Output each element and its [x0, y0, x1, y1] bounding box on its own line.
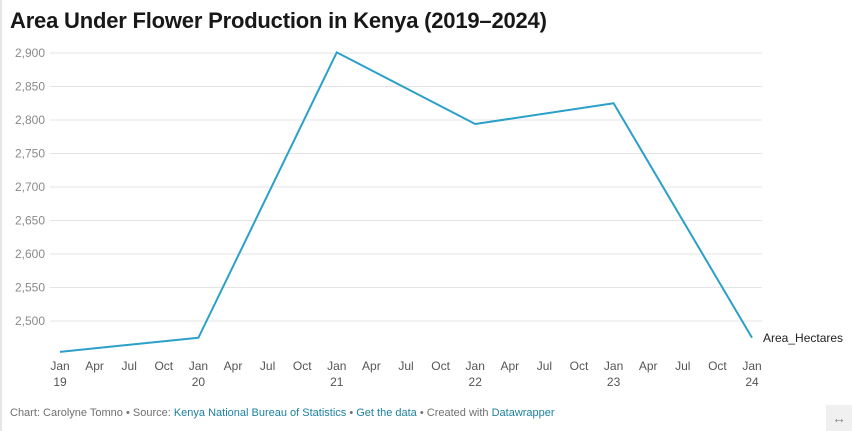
- source-link[interactable]: Kenya National Bureau of Statistics: [173, 407, 347, 419]
- x-tick-label: Oct: [708, 359, 727, 373]
- x-tick-label: Jul: [122, 359, 137, 373]
- footer-credit: Chart: Carolyne Tomno • Source:: [10, 407, 174, 419]
- footer-created: • Created with: [416, 407, 492, 419]
- datawrapper-link[interactable]: Datawrapper: [491, 407, 555, 419]
- x-tick-label: Oct: [431, 359, 450, 373]
- footer: Chart: Carolyne Tomno • Source: Kenya Na…: [10, 407, 555, 419]
- x-tick-label: Apr: [500, 359, 519, 373]
- series-line: [59, 51, 753, 353]
- get-data-link[interactable]: Get the data: [356, 407, 417, 419]
- x-tick-year: 21: [330, 375, 344, 389]
- x-tick-label: Apr: [224, 359, 243, 373]
- y-tick-label: 2,800: [15, 113, 45, 127]
- x-tick-label: Oct: [154, 359, 173, 373]
- y-tick-label: 2,550: [15, 281, 45, 295]
- x-tick-label: Jan: [604, 359, 623, 373]
- chart-title: Area Under Flower Production in Kenya (2…: [10, 8, 547, 33]
- x-tick-label: Oct: [570, 359, 589, 373]
- y-tick-label: 2,650: [15, 214, 45, 228]
- y-tick-label: 2,850: [15, 80, 45, 94]
- x-tick-label: Apr: [639, 359, 658, 373]
- series-label: Area_Hectares: [763, 331, 843, 345]
- x-tick-year: 20: [192, 375, 206, 389]
- x-tick-year: 24: [745, 375, 759, 389]
- x-tick-label: Apr: [362, 359, 381, 373]
- x-tick-year: 22: [469, 375, 483, 389]
- y-tick-label: 2,500: [15, 314, 45, 328]
- x-tick-label: Jan: [466, 359, 485, 373]
- x-tick-label: Jan: [327, 359, 346, 373]
- y-tick-label: 2,700: [15, 180, 45, 194]
- expand-icon[interactable]: ↔: [826, 405, 852, 431]
- x-tick-label: Jan: [189, 359, 208, 373]
- x-tick-label: Oct: [293, 359, 312, 373]
- x-tick-label: Jan: [50, 359, 69, 373]
- x-tick-label: Apr: [85, 359, 104, 373]
- line-chart: 2,500 2,550 2,600 2,650 2,700 2,750 2,800 2,850…: [15, 46, 843, 389]
- x-tick-label: Jul: [260, 359, 275, 373]
- y-tick-label: 2,750: [15, 147, 45, 161]
- x-tick-label: Jan: [742, 359, 761, 373]
- left-border: [0, 0, 2, 431]
- y-tick-label: 2,900: [15, 46, 45, 60]
- x-tick-label: Jul: [537, 359, 552, 373]
- x-tick-year: 23: [607, 375, 621, 389]
- x-tick-label: Jul: [398, 359, 413, 373]
- y-tick-label: 2,600: [15, 247, 45, 261]
- x-tick-year: 19: [53, 375, 67, 389]
- footer-sep: •: [346, 407, 357, 419]
- x-tick-label: Jul: [675, 359, 690, 373]
